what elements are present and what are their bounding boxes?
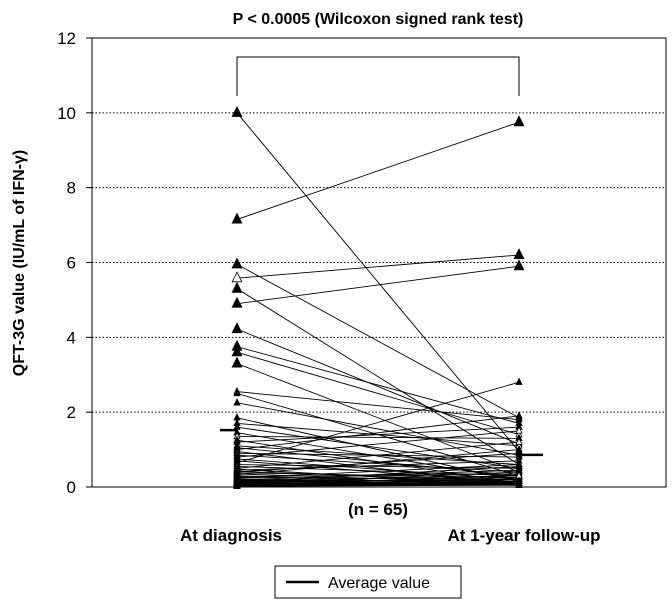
legend: Average value (274, 565, 462, 599)
data-point-marker (515, 411, 523, 419)
patient-line (236, 430, 520, 458)
data-point-marker (513, 248, 525, 260)
data-point-marker (513, 259, 525, 271)
data-point-marker (231, 345, 243, 357)
patient-line (236, 464, 520, 469)
y-tick-label: 4 (67, 328, 76, 347)
data-point-marker (515, 444, 523, 453)
significance-bracket (236, 56, 520, 96)
patient-line (236, 346, 520, 424)
patient-line (236, 426, 520, 443)
data-point-marker (231, 105, 243, 117)
average-markers (220, 428, 543, 457)
data-point-marker (515, 377, 523, 385)
patient-line (236, 121, 520, 220)
patient-line (236, 458, 520, 480)
patient-line (236, 415, 520, 451)
patient-line (236, 475, 520, 487)
data-point-marker (231, 322, 243, 334)
patient-line (236, 441, 520, 469)
patient-line (236, 328, 520, 445)
patient-line (236, 484, 520, 487)
patient-line (236, 351, 520, 436)
y-tick-label: 8 (67, 179, 76, 198)
data-point-marker (233, 398, 241, 406)
grid-lines (92, 112, 666, 413)
data-point-marker (233, 481, 241, 489)
patient-line (236, 469, 520, 481)
chart-title: P < 0.0005 (Wilcoxon signed rank test) (233, 11, 524, 28)
data-point-marker (233, 388, 241, 397)
patient-line (236, 449, 520, 476)
paired-lines (236, 112, 520, 487)
data-point-marker (515, 415, 523, 423)
data-point-marker (515, 476, 523, 485)
data-point-marker (515, 437, 523, 445)
plot-area-frame (91, 37, 667, 488)
patient-line (236, 391, 520, 421)
data-point-marker (515, 426, 523, 434)
y-axis-label: QFT-3G value (IU/mL of IFN-γ) (11, 150, 28, 376)
patient-line (236, 254, 520, 279)
patient-line (236, 464, 520, 479)
sample-size-label: (n = 65) (348, 500, 408, 519)
data-point-marker (231, 271, 243, 283)
y-tick-label: 10 (57, 104, 76, 123)
category-label-diagnosis: At diagnosis (180, 526, 282, 545)
patient-line (236, 112, 520, 452)
y-tick-label: 6 (67, 254, 76, 273)
data-markers (231, 105, 525, 489)
data-point-marker (513, 115, 525, 127)
patient-line (236, 263, 520, 419)
patient-line (236, 465, 520, 483)
data-point-marker (231, 257, 243, 269)
y-tick-label: 2 (67, 403, 76, 422)
data-point-marker (231, 281, 243, 293)
data-point-marker (231, 296, 243, 308)
patient-line (236, 265, 520, 305)
y-axis-ticks: 0 2 4 6 8 10 12 (57, 29, 92, 497)
legend-label: Average value (328, 575, 430, 592)
patient-line (236, 471, 520, 485)
patient-line (236, 480, 520, 487)
category-label-followup: At 1-year follow-up (447, 526, 600, 545)
y-tick-label: 12 (57, 29, 76, 48)
data-point-marker (231, 212, 243, 224)
y-tick-label: 0 (67, 478, 76, 497)
data-point-marker (231, 356, 243, 368)
patient-line (236, 381, 520, 464)
patient-line (236, 452, 520, 473)
data-point-marker (515, 480, 523, 488)
patient-line (236, 436, 520, 439)
